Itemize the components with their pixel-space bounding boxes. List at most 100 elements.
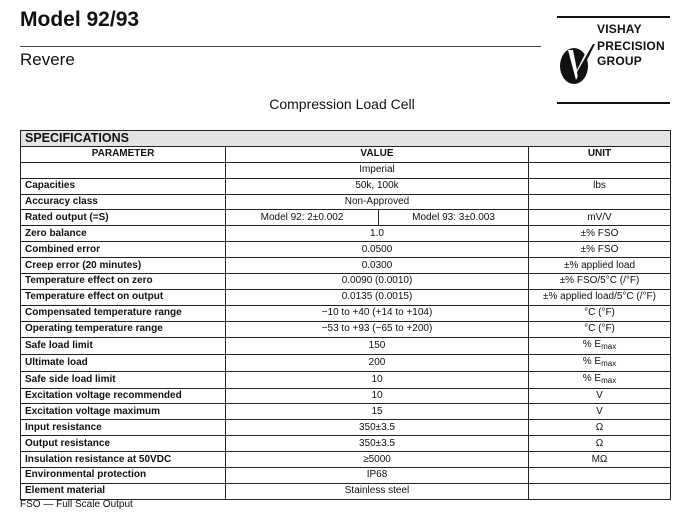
value-cell: Stainless steel [225,482,529,500]
parameter-cell: Safe load limit [20,336,226,355]
value-cell: 0.0135 (0.0015) [225,288,529,306]
empty-cell [528,161,671,179]
parameter-cell: Output resistance [20,435,226,453]
logo-top-rule [557,16,670,18]
table-row: Rated output (=S) Model 92: 2±0.002 Model … [20,209,671,227]
unit-subscript: max [601,358,617,368]
page-title: Model 92/93 [20,8,140,31]
parameter-cell: Rated output (=S) [20,209,226,227]
unit-cell: MΩ [528,451,671,469]
value-cell: 10 [225,370,529,389]
table-row: Safe side load limit 10% Emax [20,370,671,389]
unit-cell: V [528,387,671,405]
unit-cell: ±% FSO [528,225,671,243]
parameter-cell: Capacities [20,177,226,195]
parameter-cell: Environmental protection [20,467,226,484]
parameter-cell: Input resistance [20,419,226,437]
value-cell: 0.0500 [225,241,529,259]
value-cell: 0.0090 (0.0010) [225,273,529,290]
unit-cell: lbs [528,177,671,195]
unit-cell [528,482,671,500]
value-cell: IP68 [225,467,529,484]
value-cell: 350±3.5 [225,435,529,453]
page-subtitle: Revere [20,50,75,69]
unit-cell: ±% FSO/5°C (/°F) [528,273,671,290]
footnote: FSO — Full Scale Output [20,499,133,510]
unit-cell: ±% FSO [528,241,671,259]
unit-cell: % Emax [528,353,671,372]
parameter-cell: Creep error (20 minutes) [20,257,226,275]
unit-cell: ±% applied load [528,257,671,275]
value-cell: Model 93: 3±0.003 [378,209,529,227]
unit-text: % E [582,372,602,384]
value-cell: −10 to +40 (+14 to +104) [225,304,529,322]
table-row: Environmental protection IP68 [20,467,671,484]
logo-bottom-rule [557,102,670,104]
document-title: Compression Load Cell [269,96,415,112]
value-cell: Non-Approved [225,193,529,211]
unit-subscript: max [601,341,617,351]
parameter-cell: Safe side load limit [20,370,226,389]
table-row: Temperature effect on zero 0.0090 (0.0010… [20,273,671,290]
table-row: Capacities 50k, 100k lbs [20,177,671,195]
table-row: Accuracy class Non-Approved [20,193,671,211]
table-row: Temperature effect on output 0.0135 (0.00… [20,288,671,306]
parameter-cell: Operating temperature range [20,320,226,338]
table-row: Compensated temperature range −10 to +40 … [20,304,671,322]
unit-cell: °C (°F) [528,304,671,322]
parameter-cell: Combined error [20,241,226,259]
unit-cell [528,467,671,484]
section-header: SPECIFICATIONS [20,130,671,147]
unit-cell: mV/V [528,209,671,227]
table-row: Output resistance 350±3.5 Ω [20,435,671,453]
vishay-logo: VISHAY PRECISION GROUP [557,16,670,104]
value-cell: 1.0 [225,225,529,243]
logo-line: GROUP [597,54,643,68]
column-header-value: VALUE [225,145,529,163]
parameter-cell: Ultimate load [20,353,226,372]
value-cell: 50k, 100k [225,177,529,195]
table-row: Combined error 0.0500 ±% FSO [20,241,671,259]
unit-cell: Ω [528,419,671,437]
parameter-cell: Temperature effect on output [20,288,226,306]
logo-v-mark-icon [560,44,595,84]
table-row: Input resistance 350±3.5 Ω [20,419,671,437]
parameter-cell: Element material [20,482,226,500]
parameter-cell: Temperature effect on zero [20,273,226,290]
unit-system: Imperial [225,161,529,179]
unit-cell: ±% applied load/5°C (/°F) [528,288,671,306]
unit-cell: °C (°F) [528,320,671,338]
specifications-table: SPECIFICATIONS PARAMETER VALUE UNIT Impe… [20,130,671,500]
parameter-cell: Excitation voltage recommended [20,387,226,405]
unit-subscript: max [601,375,617,385]
parameter-cell: Zero balance [20,225,226,243]
table-row: Ultimate load 200% Emax [20,353,671,372]
table-row: Insulation resistance at 50VDC ≥5000 MΩ [20,451,671,469]
column-header-unit: UNIT [528,145,671,163]
unit-text: % E [582,355,602,367]
value-cell: Model 92: 2±0.002 [225,209,379,227]
value-cell: ≥5000 [225,451,529,469]
unit-cell: % Emax [528,370,671,389]
table-row: Operating temperature range −53 to +93 (−… [20,320,671,338]
value-cell: −53 to +93 (−65 to +200) [225,320,529,338]
unit-text: % E [582,338,602,350]
value-cell: 200 [225,353,529,372]
unit-cell [528,193,671,211]
parameter-cell: Insulation resistance at 50VDC [20,451,226,469]
parameter-cell: Accuracy class [20,193,226,211]
title-divider [20,46,541,47]
logo-line: PRECISION [597,39,665,53]
parameter-cell: Compensated temperature range [20,304,226,322]
value-cell: 0.0300 [225,257,529,275]
unit-cell: Ω [528,435,671,453]
table-row: Creep error (20 minutes) 0.0300 ±% applied… [20,257,671,275]
value-cell: 15 [225,403,529,421]
value-cell: 10 [225,387,529,405]
table-row: Zero balance 1.0 ±% FSO [20,225,671,243]
value-cell: 150 [225,336,529,355]
table-row: Excitation voltage recommended 10 V [20,387,671,405]
table-row: Safe load limit 150% Emax [20,336,671,355]
unit-cell: % Emax [528,336,671,355]
column-header-parameter: PARAMETER [20,145,226,163]
